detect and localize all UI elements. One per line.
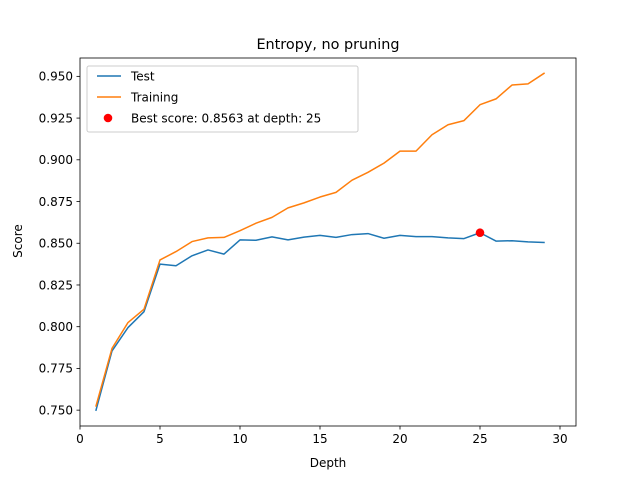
x-axis-label: Depth xyxy=(310,456,347,470)
y-tick-label: 0.875 xyxy=(39,195,73,209)
series-layer xyxy=(95,72,546,412)
x-tick-label: 30 xyxy=(552,432,567,446)
y-tick-label: 0.750 xyxy=(39,403,73,417)
x-tick-label: 25 xyxy=(472,432,487,446)
y-axis-label: Score xyxy=(11,224,25,258)
x-tick-label: 20 xyxy=(392,432,407,446)
y-tick-label: 0.825 xyxy=(39,278,73,292)
legend-swatch-best-point xyxy=(103,113,113,123)
chart-title: Entropy, no pruning xyxy=(256,37,399,53)
best-score-marker xyxy=(475,228,485,238)
x-tick-label: 5 xyxy=(156,432,164,446)
y-tick-label: 0.800 xyxy=(39,320,73,334)
plot-frame xyxy=(79,57,577,427)
x-tick-label: 15 xyxy=(312,432,327,446)
legend-label-training: Training xyxy=(130,91,178,105)
axes-layer: 0 5 10 15 20 25 30 0.750 0.775 0.800 0.825 0.850 0.8… xyxy=(39,57,577,446)
x-tick-label: 10 xyxy=(232,432,247,446)
legend-frame xyxy=(86,65,359,133)
y-tick-label: 0.900 xyxy=(39,153,73,167)
y-tick-label: 0.850 xyxy=(39,237,73,251)
legend-label-best-point: Best score: 0.8563 at depth: 25 xyxy=(131,112,321,126)
legend: Test Training Best score: 0.8563 at dept… xyxy=(86,65,359,133)
legend-label-test: Test xyxy=(130,70,155,84)
y-tick-label: 0.775 xyxy=(39,362,73,376)
y-tick-label: 0.925 xyxy=(39,111,73,125)
x-tick-label: 0 xyxy=(76,432,84,446)
y-tick-label: 0.950 xyxy=(39,70,73,84)
series-line-test xyxy=(95,231,545,412)
series-line-training xyxy=(95,72,546,407)
